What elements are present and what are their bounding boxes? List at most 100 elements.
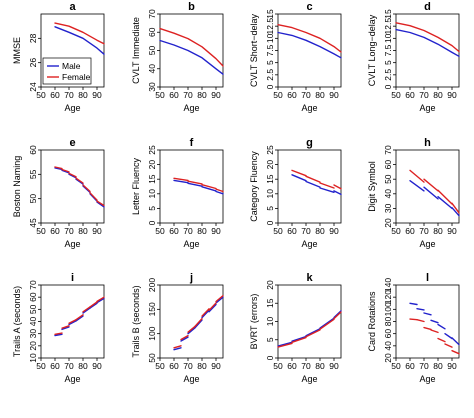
y-axis-label: BVRT (errors) <box>249 294 259 350</box>
y-tick-label: 5 <box>265 206 275 211</box>
series-line-segment <box>61 168 70 173</box>
y-tick-label: 60 <box>383 329 393 339</box>
series-line-segment <box>54 332 63 335</box>
series-line-segment <box>430 329 439 334</box>
legend-box <box>42 57 92 85</box>
series-line-segment <box>444 343 453 348</box>
x-tick-label: 80 <box>197 361 207 371</box>
series-female <box>291 169 342 190</box>
x-tick-label: 50 <box>391 361 401 371</box>
series-line-segment <box>173 177 189 182</box>
x-axis-label: Age <box>419 374 435 384</box>
y-tick-label: 20 <box>28 341 38 351</box>
x-tick-label: 90 <box>329 90 339 100</box>
y-tick-label: 25 <box>147 145 157 155</box>
y-tick-label: 12.5 <box>265 18 275 35</box>
series-line-segment <box>409 302 418 306</box>
x-axis-label: Age <box>183 239 199 249</box>
series-line-segment <box>409 169 425 183</box>
x-axis-label: Age <box>301 239 317 249</box>
y-tick-label: 15 <box>147 174 157 184</box>
x-tick-label: 50 <box>155 361 165 371</box>
x-tick-label: 70 <box>301 90 311 100</box>
series-line-segment <box>423 312 432 316</box>
series-line-segment <box>277 341 293 347</box>
x-axis-label: Age <box>301 374 317 384</box>
y-tick-label: 2.5 <box>383 69 393 81</box>
series-line-segment <box>68 320 77 326</box>
series-female <box>54 166 105 207</box>
x-tick-label: 70 <box>301 361 311 371</box>
y-tick-label: 50 <box>147 353 157 363</box>
series-line-segment <box>437 195 453 210</box>
x-tick-label: 80 <box>197 226 207 236</box>
plot-frame <box>159 284 224 359</box>
series-female <box>409 318 460 355</box>
panel-letter: e <box>69 137 75 149</box>
y-tick-label: 10 <box>28 353 38 363</box>
x-tick-label: 60 <box>405 361 415 371</box>
series-line-segment <box>159 27 224 67</box>
y-tick-label: 7.5 <box>383 44 393 56</box>
x-tick-label: 50 <box>391 226 401 236</box>
y-tick-label: 0 <box>265 84 275 89</box>
x-tick-label: 50 <box>273 90 283 100</box>
series-line-segment <box>215 190 224 195</box>
x-tick-label: 70 <box>301 226 311 236</box>
y-tick-label: 5 <box>265 337 275 342</box>
series-female <box>409 169 460 214</box>
series-line-segment <box>319 318 335 330</box>
series-line-segment <box>201 183 217 190</box>
y-tick-label: 15 <box>265 9 275 19</box>
y-axis-label: Digit Symbol <box>367 161 377 212</box>
plot-frame <box>159 149 224 224</box>
y-axis-label: CVLT Short−delay <box>249 14 259 87</box>
series-male <box>277 31 342 59</box>
series-line-segment <box>61 325 70 329</box>
series-female <box>159 27 224 67</box>
x-tick-label: 60 <box>287 90 297 100</box>
series-line-segment <box>277 342 293 348</box>
series-line-segment <box>291 169 307 177</box>
y-tick-label: 40 <box>147 64 157 74</box>
series-line-segment <box>423 186 439 200</box>
y-axis-label: Trails A (seconds) <box>12 286 22 357</box>
x-tick-label: 90 <box>329 361 339 371</box>
x-tick-label: 60 <box>50 361 60 371</box>
series-line-segment <box>437 337 446 343</box>
series-line-segment <box>82 184 91 193</box>
y-tick-label: 20 <box>265 280 275 290</box>
x-tick-label: 90 <box>329 226 339 236</box>
series-line-segment <box>96 200 105 207</box>
x-axis-label: Age <box>64 103 80 113</box>
x-tick-label: 50 <box>273 226 283 236</box>
y-tick-label: 7.5 <box>265 44 275 56</box>
y-tick-label: 0 <box>265 220 275 225</box>
panel-letter: k <box>306 272 313 284</box>
plot-frame <box>277 13 342 88</box>
series-male <box>173 296 224 351</box>
y-tick-label: 80 <box>383 317 393 327</box>
series-line-segment <box>277 24 342 53</box>
x-tick-label: 60 <box>169 361 179 371</box>
series-line-segment <box>291 174 307 182</box>
series-line-segment <box>194 319 203 329</box>
series-female <box>173 177 224 193</box>
y-tick-label: 5 <box>147 206 157 211</box>
series-line-segment <box>180 336 189 342</box>
panel-letter: f <box>190 137 194 149</box>
y-tick-label: 15 <box>265 174 275 184</box>
x-tick-label: 70 <box>419 361 429 371</box>
series-line-segment <box>395 22 460 53</box>
series-female <box>277 311 342 348</box>
series-line-segment <box>409 179 425 192</box>
x-axis-label: Age <box>183 374 199 384</box>
series-line-segment <box>194 317 203 328</box>
panel-letter: b <box>188 1 195 13</box>
x-tick-label: 50 <box>36 90 46 100</box>
y-tick-label: 10 <box>265 317 275 327</box>
x-axis-label: Age <box>419 239 435 249</box>
